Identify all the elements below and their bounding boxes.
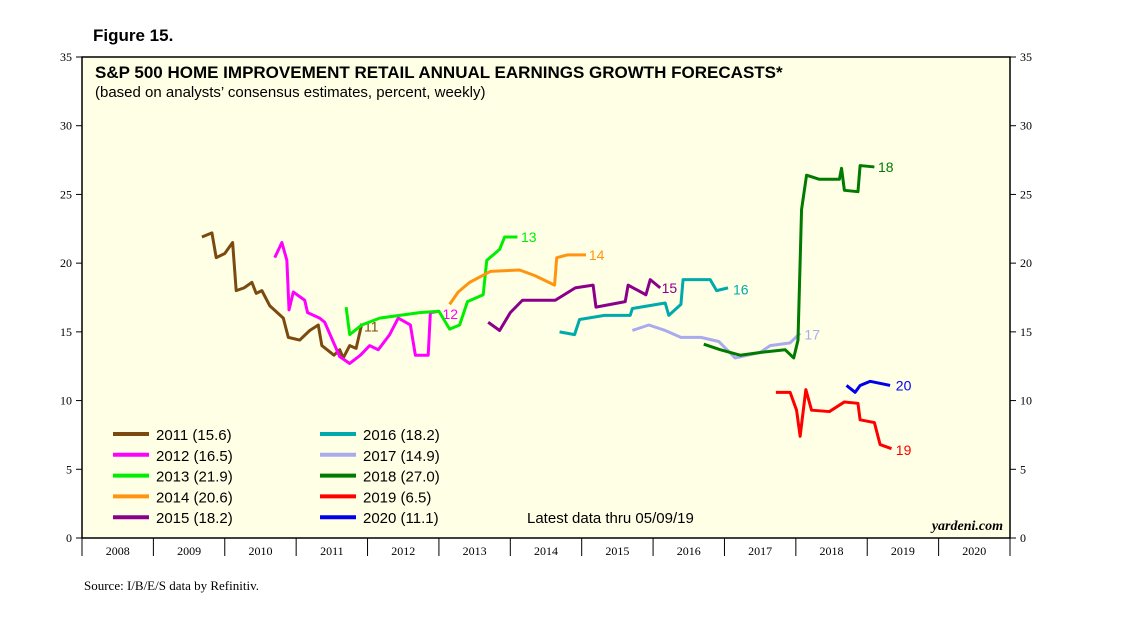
chart-subtitle: (based on analysts’ consensus estimates,… <box>95 84 485 101</box>
legend-label-19: 2019 (6.5) <box>363 489 431 506</box>
legend-label-13: 2013 (21.9) <box>156 469 233 486</box>
series-line-12 <box>273 241 440 365</box>
legend-label-14: 2014 (20.6) <box>156 489 233 506</box>
x-tick-label: 2014 <box>534 544 558 558</box>
chart-title: S&P 500 HOME IMPROVEMENT RETAIL ANNUAL E… <box>95 63 783 82</box>
y-tick-label-right: 35 <box>1020 50 1032 64</box>
x-tick-label: 2015 <box>605 544 629 558</box>
series-end-label-18: 18 <box>878 159 894 175</box>
y-tick-label: 30 <box>60 119 72 133</box>
y-tick-label: 10 <box>60 394 72 408</box>
series-line-11 <box>201 231 364 360</box>
legend-label-20: 2020 (11.1) <box>363 510 439 527</box>
y-tick-label-right: 25 <box>1020 187 1032 201</box>
series-end-label-20: 20 <box>896 377 912 393</box>
source-note: Source: I/B/E/S data by Refinitiv. <box>84 578 259 593</box>
y-tick-label: 20 <box>60 256 72 270</box>
legend-label-11: 2011 (15.6) <box>156 427 232 444</box>
y-tick-label: 0 <box>66 531 72 545</box>
y-tick-label-right: 0 <box>1020 531 1026 545</box>
y-tick-label-right: 5 <box>1020 462 1026 476</box>
x-tick-label: 2019 <box>891 544 915 558</box>
plot-area <box>81 56 1011 539</box>
legend-label-18: 2018 (27.0) <box>363 469 440 486</box>
legend-label-16: 2016 (18.2) <box>363 427 440 444</box>
y-tick-label-right: 15 <box>1020 325 1032 339</box>
series-line-15 <box>487 278 662 332</box>
series-line-17 <box>631 323 802 360</box>
x-tick-label: 2016 <box>677 544 701 558</box>
y-tick-label: 25 <box>60 187 72 201</box>
x-tick-label: 2020 <box>962 544 986 558</box>
series-end-label-13: 13 <box>521 229 537 245</box>
series-end-label-19: 19 <box>896 442 912 458</box>
series-end-label-17: 17 <box>804 327 820 343</box>
legend-label-12: 2012 (16.5) <box>156 448 233 465</box>
series-line-20 <box>845 379 891 394</box>
series-line-16 <box>559 278 729 337</box>
y-tick-label: 5 <box>66 462 72 476</box>
figure-label: Figure 15. <box>93 26 174 45</box>
latest-data-annotation: Latest data thru 05/09/19 <box>527 510 694 527</box>
x-tick-label: 2013 <box>463 544 487 558</box>
y-tick-label-right: 30 <box>1020 119 1032 133</box>
series-line-18 <box>703 164 875 360</box>
x-tick-label: 2017 <box>748 544 772 558</box>
x-tick-label: 2018 <box>820 544 844 558</box>
series-end-label-16: 16 <box>733 281 749 297</box>
series-end-label-12: 12 <box>442 306 458 322</box>
x-tick-label: 2012 <box>391 544 415 558</box>
y-tick-label: 15 <box>60 325 72 339</box>
x-tick-label: 2011 <box>320 544 344 558</box>
series-line-19 <box>775 388 893 451</box>
legend-label-15: 2015 (18.2) <box>156 510 233 527</box>
y-tick-label: 35 <box>60 50 72 64</box>
x-tick-label: 2008 <box>106 544 130 558</box>
y-tick-label-right: 10 <box>1020 394 1032 408</box>
y-tick-label-right: 20 <box>1020 256 1032 270</box>
series-end-label-14: 14 <box>589 247 605 263</box>
series-line-13 <box>344 235 518 337</box>
x-tick-label: 2009 <box>177 544 201 558</box>
legend-label-17: 2017 (14.9) <box>363 448 440 465</box>
series-line-14 <box>448 253 586 306</box>
watermark: yardeni.com <box>930 519 1003 534</box>
series-end-label-15: 15 <box>662 280 678 296</box>
x-tick-label: 2010 <box>248 544 272 558</box>
